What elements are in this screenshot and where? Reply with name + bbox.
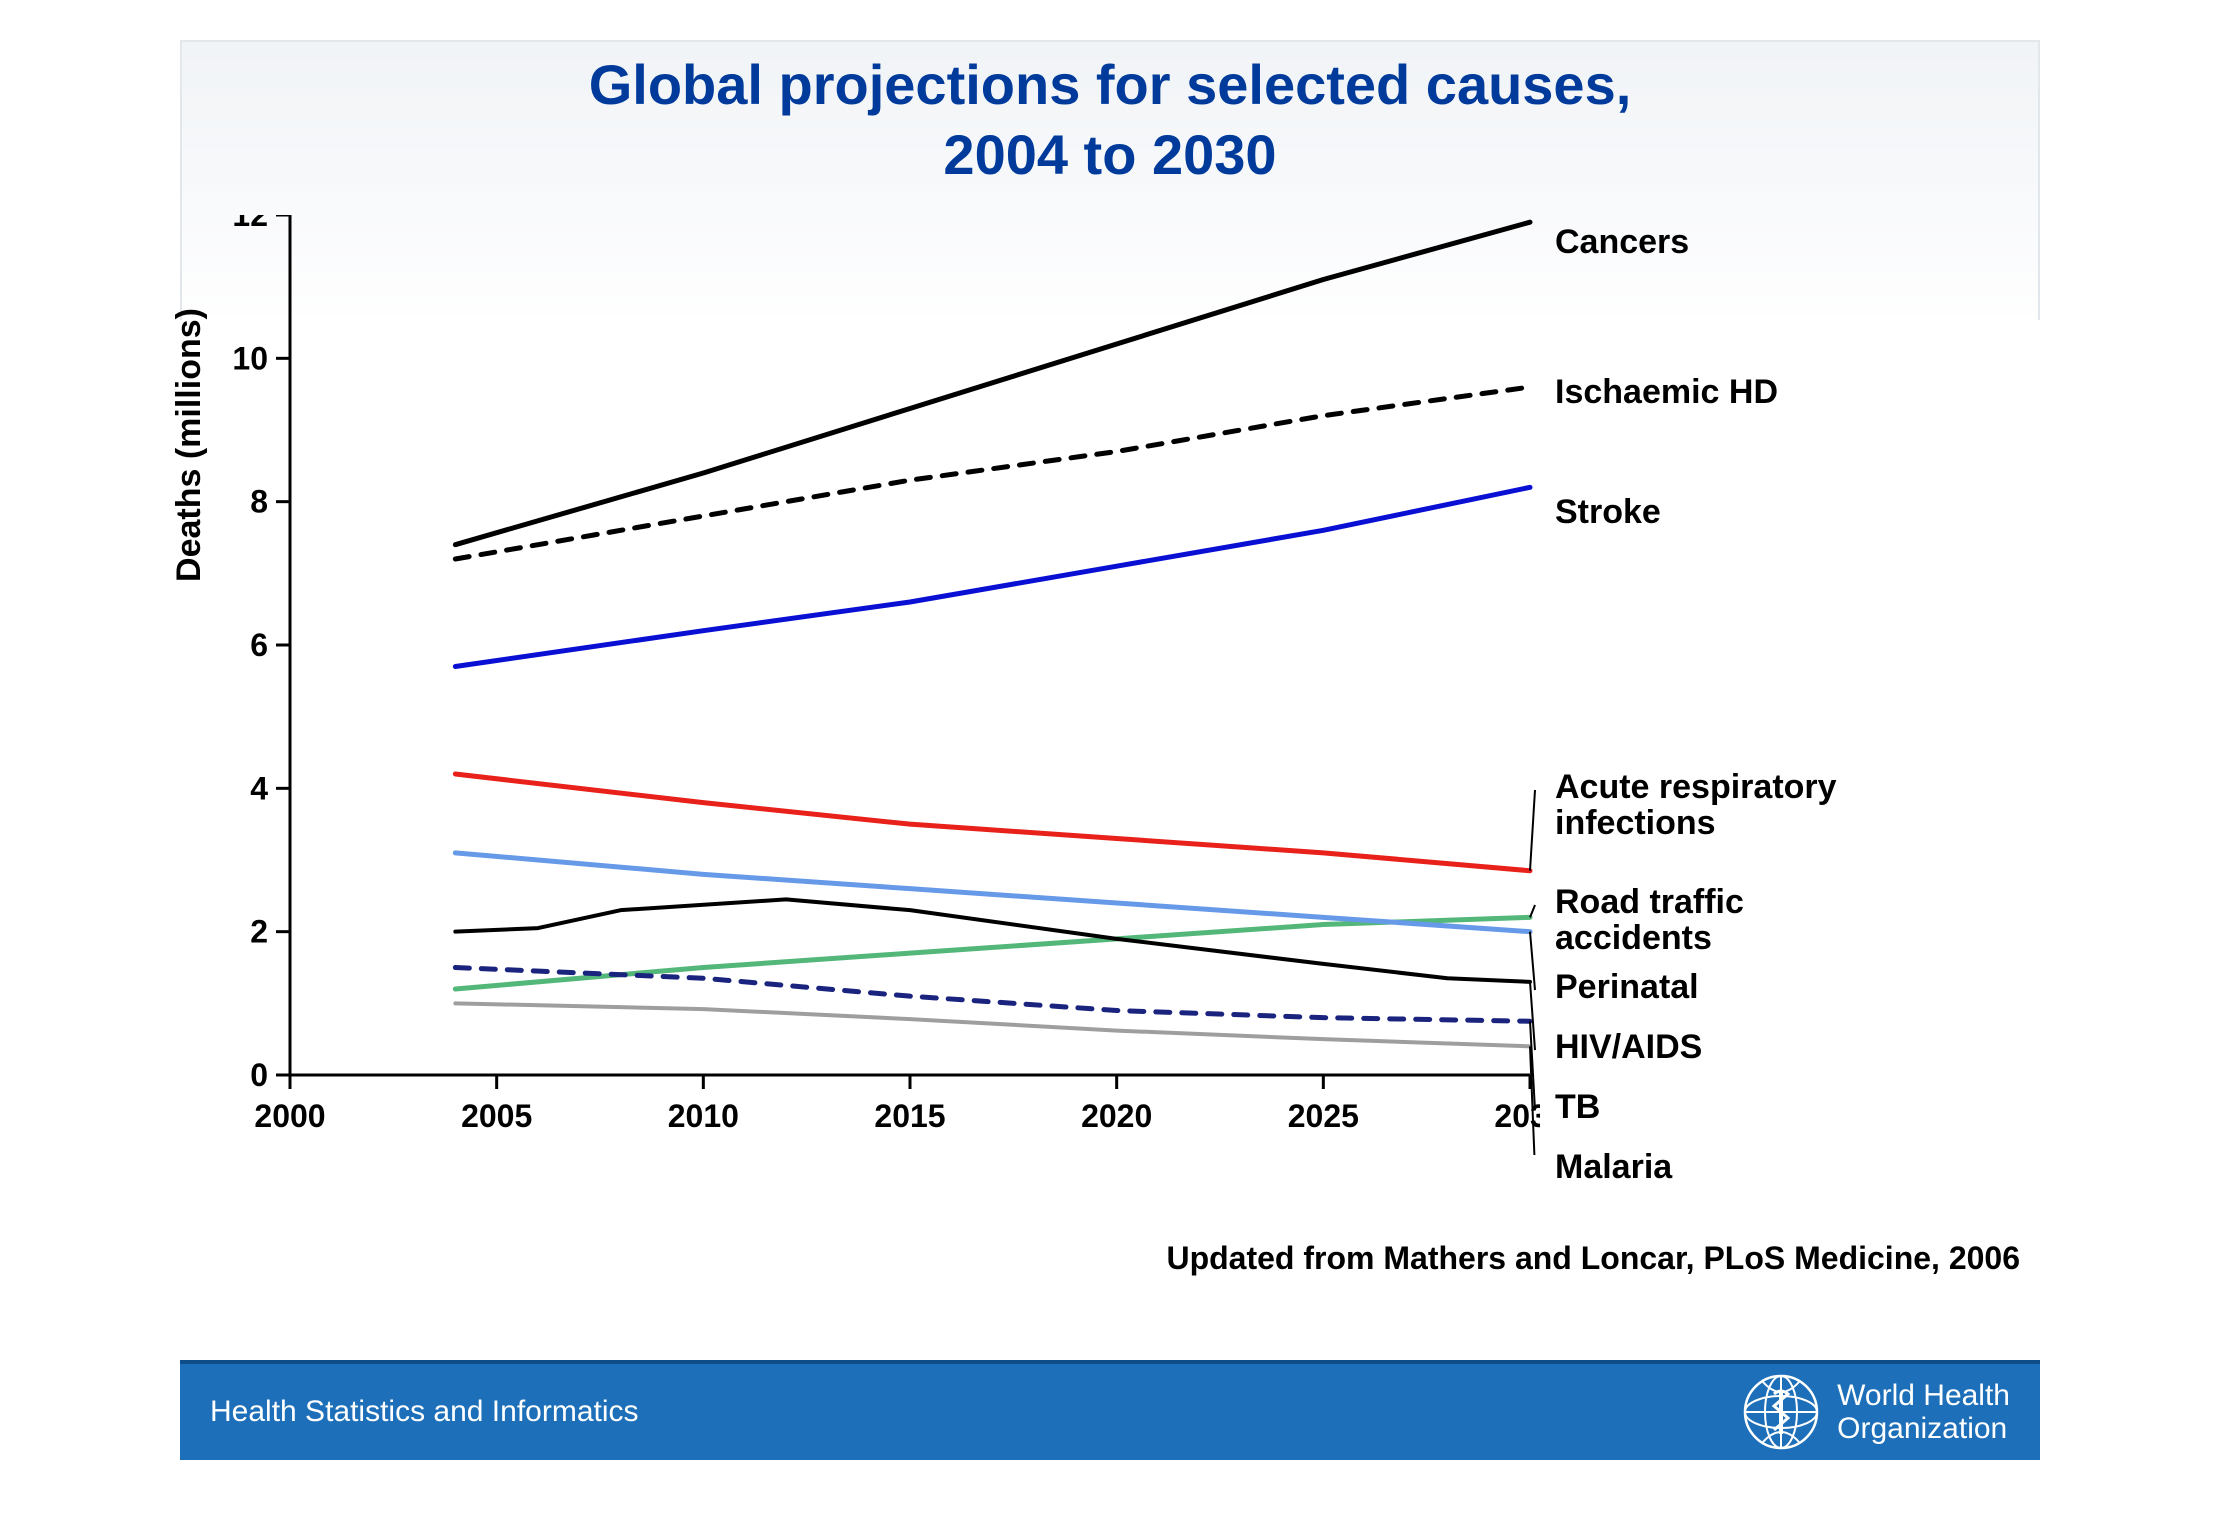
svg-text:2015: 2015 [874,1098,945,1134]
svg-text:2025: 2025 [1288,1098,1359,1134]
who-text: World Health Organization [1837,1379,2010,1445]
svg-text:2020: 2020 [1081,1098,1152,1134]
svg-text:4: 4 [250,770,268,806]
chart-area: 0246810122000200520102015202020252030 [230,215,1530,1155]
series-label: Cancers [1555,225,1689,261]
series-label: Malaria [1555,1150,1672,1186]
svg-text:6: 6 [250,627,268,663]
series-label: Acute respiratoryinfections [1555,770,1837,841]
series-label: Perinatal [1555,970,1699,1006]
series-label: TB [1555,1090,1600,1126]
svg-text:12: 12 [232,215,268,233]
series-label: HIV/AIDS [1555,1030,1702,1066]
svg-text:2005: 2005 [461,1098,532,1134]
footer-bar: Health Statistics and Informatics World … [180,1360,2040,1460]
series-line [455,387,1530,559]
series-line [455,899,1530,981]
who-line1: World Health [1837,1379,2010,1412]
series-label: Ischaemic HD [1555,375,1778,411]
series-line [455,968,1530,1022]
source-caption: Updated from Mathers and Loncar, PLoS Me… [180,1240,2040,1277]
svg-text:2010: 2010 [668,1098,739,1134]
svg-text:8: 8 [250,484,268,520]
svg-text:10: 10 [232,340,268,376]
chart-title: Global projections for selected causes,2… [180,50,2040,190]
series-line [455,1003,1530,1046]
series-label: Stroke [1555,495,1661,531]
svg-text:0: 0 [250,1057,268,1093]
series-line [455,222,1530,544]
footer-department: Health Statistics and Informatics [210,1395,639,1429]
svg-text:2000: 2000 [254,1098,325,1134]
series-line [455,917,1530,989]
series-line [455,487,1530,666]
y-axis-label: Deaths (millions) [170,0,209,915]
who-line2: Organization [1837,1412,2010,1445]
footer-logo-block: World Health Organization [1741,1372,2010,1452]
svg-text:2: 2 [250,914,268,950]
series-line [455,774,1530,871]
series-label: Road trafficaccidents [1555,885,1744,956]
who-logo-icon [1741,1372,1821,1452]
line-chart-svg: 0246810122000200520102015202020252030 [230,215,1540,1155]
